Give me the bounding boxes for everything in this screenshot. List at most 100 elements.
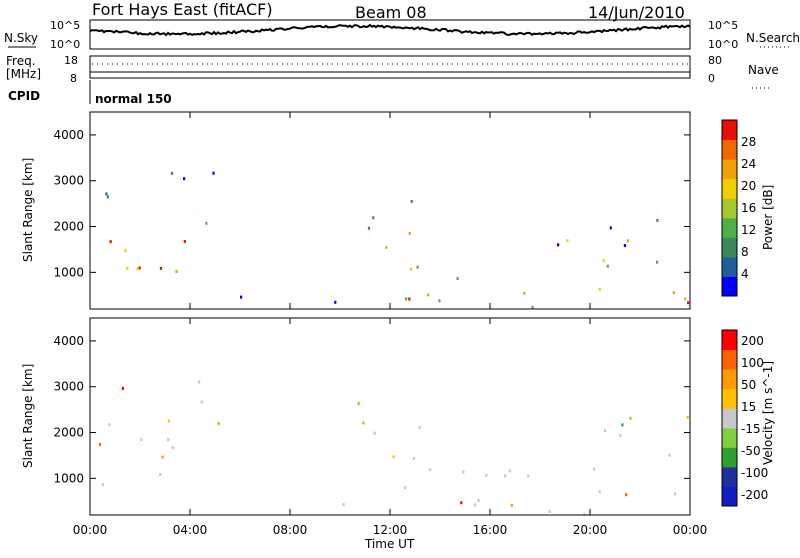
range-cell — [503, 474, 507, 478]
range-cell — [656, 218, 659, 222]
range-cell — [200, 400, 203, 404]
range-cell — [485, 473, 488, 477]
range-cell — [108, 423, 111, 427]
range-cell — [385, 245, 388, 249]
range-cell — [456, 277, 459, 280]
range-cell — [625, 493, 628, 497]
colorbar-swatch — [722, 198, 737, 219]
ytick-label: 2000 — [53, 426, 84, 440]
xtick-label: 08:00 — [273, 523, 308, 537]
range-cell — [357, 402, 360, 406]
colorbar-swatch — [722, 330, 737, 351]
range-cell — [508, 469, 511, 473]
velocity-frame — [89, 317, 691, 516]
range-cell — [159, 473, 162, 476]
colorbar-tick-label: -15 — [741, 422, 761, 436]
range-cell — [205, 221, 208, 225]
range-cell — [429, 468, 432, 472]
range-cell — [367, 226, 371, 230]
colorbar-swatch — [722, 427, 737, 448]
range-cell — [427, 293, 430, 297]
nave-label: Nave — [748, 63, 779, 77]
range-cell — [598, 490, 601, 494]
colorbar-tick-label: 16 — [741, 201, 756, 215]
nsearch-label: N.Search — [746, 31, 800, 45]
station-title: Fort Hays East (fitACF) — [92, 0, 273, 19]
colorbar-tick-label: 15 — [741, 400, 756, 414]
range-cell — [109, 240, 112, 244]
range-cell — [684, 297, 687, 301]
range-cell — [126, 267, 129, 270]
range-cell — [136, 267, 139, 271]
range-cell — [656, 260, 659, 264]
velocity-scatter — [98, 380, 689, 516]
xtick-label: 00:00 — [73, 523, 108, 537]
range-cell — [438, 299, 441, 303]
power-frame — [89, 111, 691, 310]
colorbar-tick-label: 50 — [741, 378, 756, 392]
freq-tick-top: 18 — [64, 54, 78, 67]
range-cell — [171, 446, 174, 450]
colorbar-tick-label: 200 — [741, 334, 764, 348]
range-cell — [140, 438, 143, 442]
range-cell — [138, 266, 141, 270]
range-cell — [598, 287, 601, 291]
colorbar-tick-label: 100 — [741, 356, 764, 370]
ytick-label: 3000 — [53, 174, 84, 188]
range-cell — [198, 380, 201, 384]
colorbar-swatch — [722, 159, 737, 180]
range-cell — [606, 264, 609, 268]
range-cell — [609, 226, 612, 230]
nsky-panel: N.Sky 10^5 10^0 10^5 10^0 N.Search — [4, 19, 800, 51]
range-cell — [593, 467, 596, 471]
range-cell — [167, 438, 170, 442]
velocity-ylabel: Slant Range [km] — [21, 364, 35, 468]
range-cell — [175, 270, 178, 273]
ytick-label: 3000 — [53, 380, 84, 394]
power-colorbar: 28 24 20 16 12 8 4 Power [dB] — [721, 119, 775, 297]
freq-unit: [MHz] — [6, 67, 41, 81]
range-cell — [460, 501, 463, 505]
range-cell — [510, 504, 513, 507]
colorbar-swatch — [722, 408, 737, 429]
range-cell — [416, 265, 419, 269]
range-cell — [687, 301, 690, 305]
nsky-tick-top: 10^5 — [50, 19, 80, 32]
date-label: 14/Jun/2010 — [588, 3, 685, 22]
range-cell — [98, 442, 102, 446]
range-cell — [101, 483, 104, 487]
range-cell — [405, 297, 408, 301]
colorbar-tick-label: 12 — [741, 223, 756, 237]
range-cell — [412, 456, 416, 460]
power-colorbar-label: Power [dB] — [761, 185, 775, 250]
colorbar-tick-label: 8 — [741, 245, 749, 259]
ytick-label: 4000 — [53, 334, 84, 348]
range-cell — [240, 295, 243, 299]
range-cell — [557, 243, 560, 247]
nave-tick-top: 80 — [708, 54, 722, 67]
velocity-colorbar: 200 100 50 15 -15 -50 -100 -200 Velocity [m s^-… — [721, 329, 775, 507]
freq-panel: Freq. [MHz] 18 8 80 0 Nave — [6, 54, 779, 89]
ytick-label: 1000 — [53, 265, 84, 279]
colorbar-tick-label: 20 — [741, 179, 756, 193]
range-cell — [410, 199, 413, 203]
range-cell — [583, 512, 586, 516]
range-cell — [621, 423, 624, 427]
xtick-label: 00:00 — [673, 523, 708, 537]
nave-tick-bottom: 0 — [708, 72, 715, 85]
beam-label: Beam 08 — [355, 3, 427, 22]
range-cell — [159, 266, 163, 270]
range-cell — [121, 386, 124, 390]
range-cell — [418, 425, 421, 429]
range-cell — [473, 503, 477, 507]
range-cell — [462, 470, 465, 474]
xtick-label: 20:00 — [573, 523, 608, 537]
time-ut-label: Time UT — [364, 537, 415, 551]
colorbar-swatch — [722, 466, 737, 487]
colorbar-swatch — [722, 388, 737, 409]
ytick-label: 4000 — [53, 128, 84, 142]
range-cell — [167, 419, 170, 423]
colorbar-swatch — [722, 178, 737, 199]
colorbar-swatch — [722, 237, 737, 258]
